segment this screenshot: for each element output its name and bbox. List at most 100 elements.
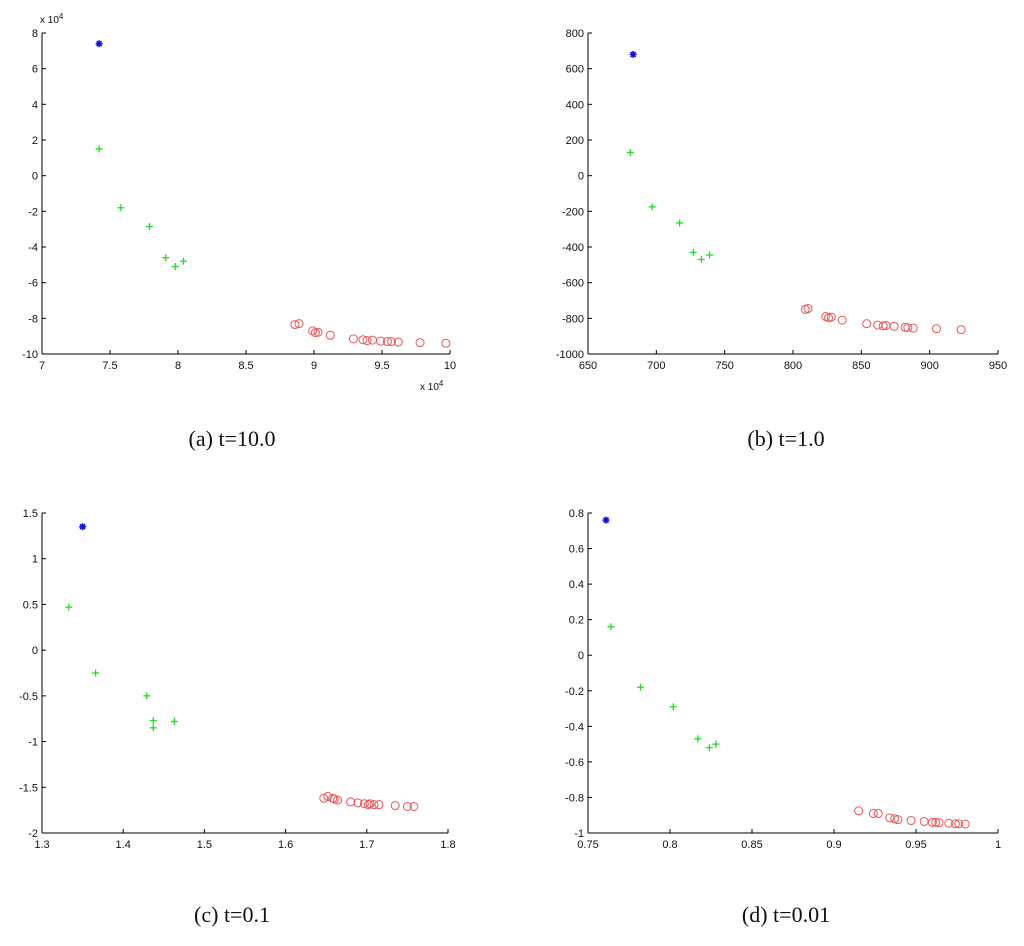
circle-point (362, 336, 372, 346)
circle-point (387, 337, 397, 347)
star-point-d2 (96, 40, 103, 47)
x-tick-label: 7.5 (102, 360, 117, 372)
x-tick-label: 1.6 (278, 839, 293, 851)
circle-point (346, 797, 356, 807)
x-tick-label: 10 (444, 360, 456, 372)
circle-point (290, 320, 300, 330)
circle-point (348, 334, 358, 344)
circle-point (363, 800, 373, 810)
x-tick-label: 1 (995, 839, 1001, 851)
x-tick-label: 0.8 (662, 839, 677, 851)
circle-point (873, 808, 883, 818)
x-tick-label: 8.5 (238, 360, 253, 372)
circle-point (328, 793, 338, 803)
y-tick-label: -1 (574, 828, 584, 840)
plus-point (179, 257, 187, 265)
circle-point (893, 815, 903, 825)
circle-point (353, 798, 363, 808)
y-tick-label: -1 (28, 737, 38, 749)
circle-point (862, 319, 872, 329)
plus-point (607, 623, 615, 631)
plus-point (626, 148, 634, 156)
circle-point (369, 800, 379, 810)
circle-point (878, 321, 888, 331)
circle-point (890, 814, 900, 824)
y-tick-label: 4 (32, 99, 38, 111)
x-tick-label: 9 (311, 360, 317, 372)
circle-point (944, 818, 954, 828)
x-tick-label: 1.3 (34, 839, 49, 851)
y-tick-label: 6 (32, 64, 38, 76)
plus-point (117, 204, 125, 212)
plus-point (145, 222, 153, 230)
subplot-caption: (b) t=1.0 (747, 426, 824, 451)
x-tick-label: 800 (784, 360, 802, 372)
y-tick-label: -4 (28, 242, 38, 254)
plus-point (694, 735, 702, 743)
star-point (79, 523, 87, 531)
y-tick-label: -6 (28, 278, 38, 290)
circle-point (365, 799, 375, 809)
circle-point (323, 791, 333, 801)
circle-point (294, 319, 304, 329)
y-tick-label: 1.5 (23, 508, 38, 520)
y-tick-label: -8 (28, 313, 38, 325)
y-tick-label: 0.8 (569, 508, 584, 520)
circle-point (376, 336, 386, 346)
x-tick-label: 9.5 (374, 360, 389, 372)
circle-point (441, 338, 451, 348)
circle-point (826, 312, 836, 322)
x-tick-label: 650 (579, 360, 597, 372)
x-multiplier: x 104 (420, 379, 444, 393)
plus-point (676, 219, 684, 227)
y-tick-label: -200 (562, 206, 584, 218)
y-tick-label: 600 (566, 64, 584, 76)
circle-point (906, 816, 916, 826)
circle-point (310, 328, 320, 338)
y-tick-label: 0.4 (569, 579, 584, 591)
plus-point (697, 255, 705, 263)
subplot-d: 0.75 0.8 0.85 0.9 0.95 1 -1 -0.8 -0.6 -0.4 -0.2 0 0.… (565, 508, 1001, 927)
circle-point (325, 330, 335, 340)
x-tick-label: 0.9 (826, 839, 841, 851)
y-tick-label: -0.4 (565, 721, 584, 733)
subplot-caption: (c) t=0.1 (194, 902, 270, 927)
circle-point (359, 799, 369, 809)
circle-point (919, 816, 929, 826)
circle-point (313, 327, 323, 337)
circle-point (934, 818, 944, 828)
circle-point (393, 337, 403, 347)
circle-point (402, 801, 412, 811)
y-tick-label: -2 (28, 828, 38, 840)
y-multiplier: x 104 (40, 12, 64, 26)
circle-point (358, 335, 368, 345)
star-point (95, 40, 103, 48)
subplot-caption: (a) t=10.0 (189, 426, 276, 451)
y-tick-label: -0.6 (565, 757, 584, 769)
y-tick-label: 800 (566, 28, 584, 40)
plus-point (689, 248, 697, 256)
subplot-caption: (d) t=0.01 (742, 902, 830, 927)
plus-point (162, 254, 170, 262)
circle-point (885, 813, 895, 823)
subplot-c: 1.3 1.4 1.5 1.6 1.7 1.8 -2 -1.5 -1 -0.5 0 0.5 1 1.5 (c… (19, 508, 456, 927)
plus-point (669, 703, 677, 711)
circle-point (803, 304, 813, 314)
y-tick-label: 0 (32, 645, 38, 657)
x-tick-label: 1.7 (359, 839, 374, 851)
star-point-d2 (79, 523, 86, 530)
x-tick-label: 7 (39, 360, 45, 372)
x-tick-label: 1.4 (116, 839, 131, 851)
x-tick-label: 0.85 (741, 839, 762, 851)
y-tick-label: 0 (32, 171, 38, 183)
x-tick-label: 1.5 (197, 839, 212, 851)
y-tick-label: 0.6 (569, 544, 584, 556)
y-tick-label: 0.2 (569, 615, 584, 627)
circle-point (308, 326, 318, 336)
y-tick-label: -1000 (556, 349, 584, 361)
circle-point (927, 817, 937, 827)
y-tick-label: 2 (32, 135, 38, 147)
y-tick-label: 0 (578, 171, 584, 183)
